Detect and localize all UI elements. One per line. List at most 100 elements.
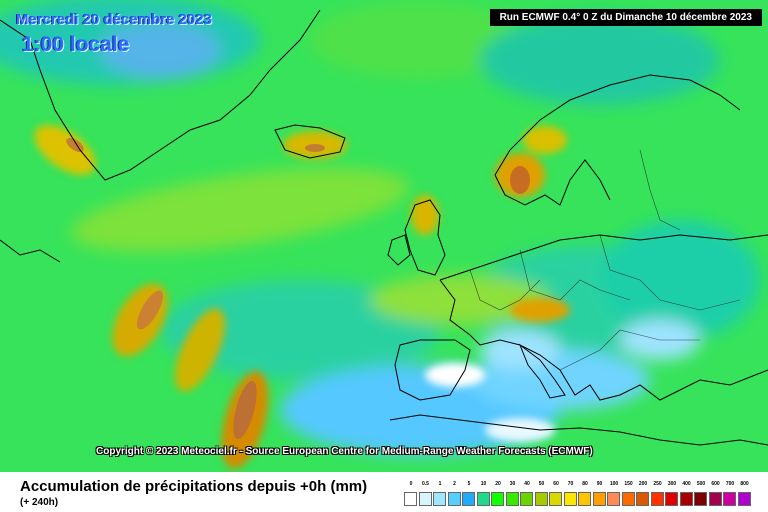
precip-zone-blue-italy xyxy=(480,330,560,370)
coastline-mediterranean-north xyxy=(439,279,768,401)
legend-step-swatch xyxy=(679,492,693,506)
coastline-north-europe xyxy=(439,234,768,281)
coastline-great-britain xyxy=(404,199,446,276)
legend-step-label: 10 xyxy=(480,481,487,487)
coastline-iberia xyxy=(394,339,471,401)
legend-step-label: 5 xyxy=(467,481,471,487)
country-borders xyxy=(469,149,741,371)
precip-zone-blue-nw xyxy=(100,22,220,78)
color-scale-legend: 0 0.5 1 2 5 10 20 30 40 50 60 70 80 90 100 150 200 250 300… xyxy=(404,480,752,510)
legend-step: 30 xyxy=(505,480,520,510)
precip-zone-greenland-coast xyxy=(34,125,96,175)
legend-step: 300 xyxy=(665,480,679,510)
precip-zone-norway-north xyxy=(523,126,567,154)
legend-step-label: 30 xyxy=(509,481,516,487)
border-eastern-europe xyxy=(599,234,741,311)
border-baltic xyxy=(639,149,681,231)
legend-step-swatch xyxy=(433,492,446,506)
legend-step-swatch xyxy=(534,492,548,506)
legend-step: 70 xyxy=(563,480,578,510)
precip-core-atlantic-2 xyxy=(233,380,257,440)
border-balkans xyxy=(559,329,700,371)
map-canvas xyxy=(0,0,768,472)
legend-step-swatch xyxy=(418,492,432,506)
coastline-north-africa xyxy=(389,414,768,446)
legend-step-label: 0.5 xyxy=(422,481,429,487)
legend-step-label: 80 xyxy=(582,481,588,487)
legend-step-label: 400 xyxy=(682,481,691,487)
precip-zone-teal-scandinavia xyxy=(480,15,720,105)
legend-step-swatch xyxy=(607,492,620,506)
precip-core-iceland xyxy=(305,144,325,152)
legend-step-label: 100 xyxy=(609,481,619,487)
legend-step-label: 70 xyxy=(567,481,574,487)
legend-step: 600 xyxy=(708,480,723,510)
legend-step-label: 90 xyxy=(596,481,603,487)
precip-zone-teal-atlantic xyxy=(160,280,440,380)
legend-step-swatch xyxy=(650,492,664,506)
legend-step-label: 0 xyxy=(409,481,413,487)
legend-step: 0 xyxy=(404,480,418,510)
forecast-range: (+ 240h) xyxy=(20,497,59,508)
legend-step: 50 xyxy=(534,480,549,510)
precip-core-norway xyxy=(510,166,530,194)
precip-core-atlantic-1 xyxy=(137,290,163,330)
precip-zone-dry-iberia xyxy=(425,363,485,387)
coastline-scandinavia-north xyxy=(494,74,741,176)
legend-step-label: 2 xyxy=(453,481,456,487)
forecast-time: 1:00 locale xyxy=(22,33,130,56)
legend-step: 2 xyxy=(447,480,462,510)
legend-step-swatch xyxy=(447,492,461,506)
legend-step-swatch xyxy=(723,492,736,506)
legend-step-swatch xyxy=(520,492,533,506)
legend-step-swatch xyxy=(491,492,504,506)
legend-step-label: 700 xyxy=(725,481,735,487)
legend-footer: Accumulation de précipitations depuis +0… xyxy=(0,472,768,512)
legend-step-label: 250 xyxy=(653,481,662,487)
legend-step: 0.5 xyxy=(418,480,433,510)
legend-step-swatch xyxy=(549,492,562,506)
coastlines xyxy=(0,9,768,446)
legend-step-swatch xyxy=(476,492,490,506)
border-central-europe xyxy=(519,249,631,301)
legend-step: 80 xyxy=(578,480,592,510)
border-france-germany xyxy=(469,269,541,311)
model-run-label: Run ECMWF 0.4° 0 Z du Dimanche 10 décemb… xyxy=(489,9,762,26)
legend-step-label: 200 xyxy=(638,481,648,487)
legend-step-label: 500 xyxy=(696,481,706,487)
legend-step: 500 xyxy=(694,480,708,510)
legend-step-swatch xyxy=(621,492,635,506)
precip-zone-atlantic-band-2 xyxy=(174,308,226,392)
copyright-notice: Copyright © 2023 Meteociel.fr - Source E… xyxy=(96,446,593,457)
legend-step-label: 20 xyxy=(495,481,501,487)
legend-step-swatch xyxy=(737,492,751,506)
legend-step-swatch xyxy=(563,492,577,506)
legend-step-label: 50 xyxy=(538,481,545,487)
legend-step-swatch xyxy=(592,492,606,506)
legend-step: 800 xyxy=(737,480,752,510)
legend-step: 90 xyxy=(592,480,607,510)
legend-step: 10 xyxy=(476,480,491,510)
legend-step: 1 xyxy=(433,480,447,510)
precip-zone-alps xyxy=(510,298,570,322)
legend-step: 200 xyxy=(636,480,650,510)
coastline-iceland xyxy=(274,124,346,159)
precip-zone-scotland xyxy=(411,195,439,235)
parameter-title: Accumulation de précipitations depuis +0… xyxy=(20,478,368,495)
coastline-scandinavia-south xyxy=(494,159,611,206)
legend-step: 20 xyxy=(491,480,505,510)
legend-step-label: 300 xyxy=(667,481,677,487)
legend-step-swatch xyxy=(636,492,649,506)
legend-step-label: 800 xyxy=(740,481,749,487)
legend-step: 400 xyxy=(679,480,694,510)
precip-zone-green-north xyxy=(310,2,530,78)
legend-step: 700 xyxy=(723,480,737,510)
precip-zone-teal-east xyxy=(600,220,760,340)
legend-step-swatch xyxy=(578,492,591,506)
legend-step-swatch xyxy=(665,492,678,506)
legend-step-label: 150 xyxy=(624,481,633,487)
coastline-ireland xyxy=(387,234,411,266)
legend-step: 100 xyxy=(607,480,621,510)
legend-step: 5 xyxy=(462,480,476,510)
